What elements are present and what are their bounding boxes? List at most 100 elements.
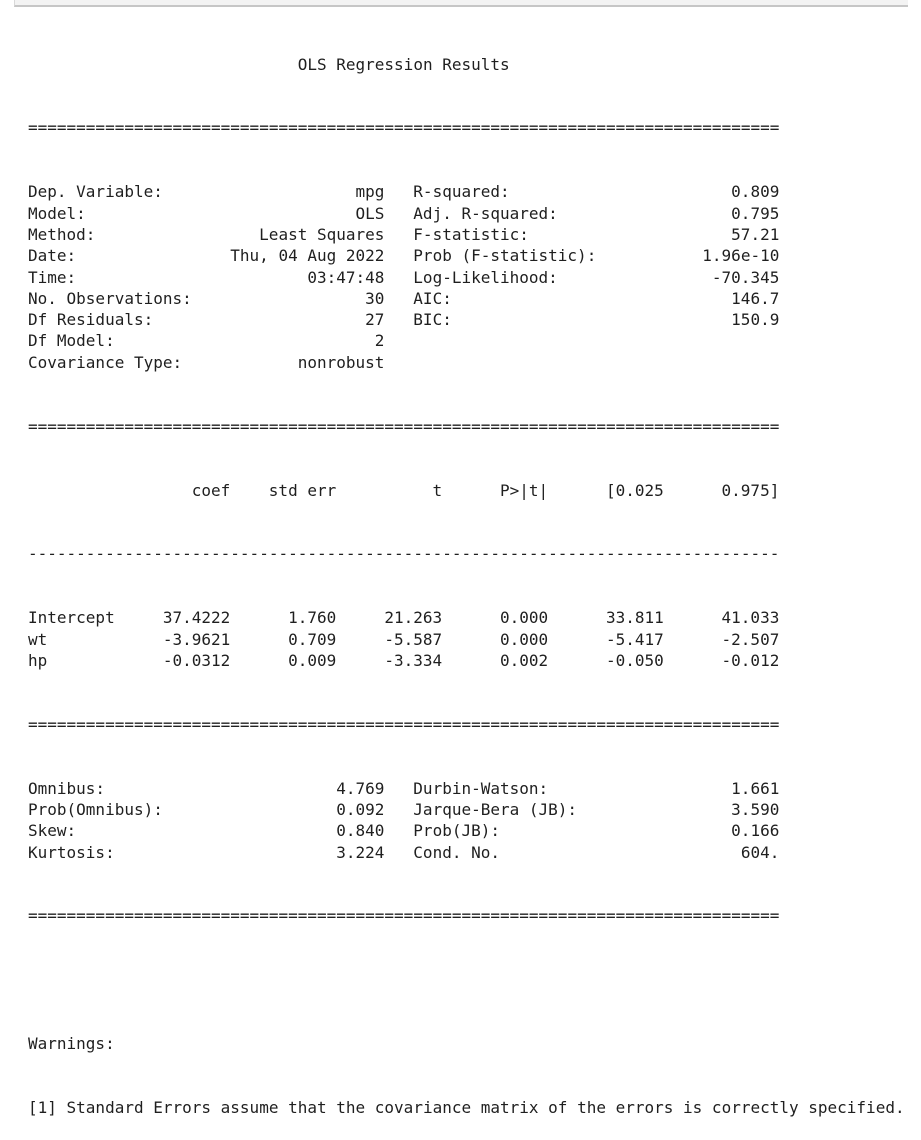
coef-cell: 0.000 [499, 629, 549, 649]
coef-cell: -5.417 [605, 629, 664, 649]
info-right-pair: R-squared: 0.809 [413, 181, 779, 202]
coef-cell: -0.050 [605, 650, 664, 670]
info-right-label: R-squared: [413, 182, 510, 202]
diagnostic-left-label: Omnibus: [28, 778, 106, 798]
info-left-pair: Method: Least Squares [28, 224, 384, 245]
coef-cell: -3.9621 [162, 629, 231, 649]
info-right-pair: Log-Likelihood: -70.345 [413, 267, 779, 288]
column-gap [384, 245, 413, 266]
info-left-label: Method: [28, 224, 96, 244]
info-left-value: OLS [355, 203, 385, 223]
diagnostic-row: Kurtosis: 3.224 Cond. No. 604. [28, 842, 905, 863]
info-row: Dep. Variable: mpg R-squared: 0.809 [28, 181, 905, 202]
column-gap [384, 352, 413, 373]
coef-row-name: hp [28, 650, 48, 670]
column-gap [384, 820, 413, 841]
diagnostic-right-label: Prob(JB): [413, 821, 500, 841]
coef-cell: -5.587 [384, 629, 443, 649]
info-left-value: 03:47:48 [307, 267, 385, 287]
diagnostic-right-pair: Durbin-Watson: 1.661 [413, 778, 779, 799]
coef-cell: 37.4222 [162, 608, 231, 628]
info-right-label: BIC: [413, 310, 452, 330]
coef-cell: 21.263 [384, 608, 443, 628]
info-right-value: 0.809 [731, 182, 780, 202]
info-row: Date: Thu, 04 Aug 2022 Prob (F-statistic):… [28, 245, 905, 266]
coef-row: Intercept 37.4222 1.760 21.263 0.000 33.811 41… [28, 607, 905, 628]
diagnostic-right-value: 1.661 [731, 778, 780, 798]
diagnostic-right-label: Jarque-Bera (JB): [413, 799, 578, 819]
coef-cell: 0.709 [288, 629, 337, 649]
column-gap [384, 288, 413, 309]
diagnostic-left-pair: Kurtosis: 3.224 [28, 842, 384, 863]
coef-cell: 0.009 [288, 650, 337, 670]
coef-table-body: Intercept 37.4222 1.760 21.263 0.000 33.811 41… [28, 607, 905, 671]
coef-header-cell: P>|t| [499, 480, 549, 500]
info-left-label: Dep. Variable: [28, 182, 163, 202]
diagnostic-row: Prob(Omnibus): 0.092 Jarque-Bera (JB): 3.59… [28, 799, 905, 820]
info-left-label: Time: [28, 267, 77, 287]
column-gap [384, 842, 413, 863]
column-gap [384, 224, 413, 245]
scrolled-element-bottom-edge [14, 0, 908, 7]
info-right-value: 57.21 [731, 224, 780, 244]
info-left-pair: Df Model: 2 [28, 330, 384, 351]
info-right-value: 150.9 [731, 310, 780, 330]
info-right-value: 146.7 [731, 288, 780, 308]
info-left-value: Least Squares [259, 224, 385, 244]
info-right-pair: BIC: 150.9 [413, 309, 779, 330]
diagnostic-right-value: 3.590 [731, 799, 780, 819]
coef-cell: 0.000 [499, 608, 549, 628]
warning-line: [1] Standard Errors assume that the cova… [28, 1098, 905, 1118]
diagnostic-right-label: Cond. No. [413, 842, 500, 862]
coef-row: wt -3.9621 0.709 -5.587 0.000 -5.417 -2.507 [28, 629, 905, 650]
info-left-pair: Covariance Type: nonrobust [28, 352, 384, 373]
info-row: Method: Least Squares F-statistic: 57.21 [28, 224, 905, 245]
separator-double: ========================================… [28, 906, 780, 926]
info-left-value: 30 [365, 288, 385, 308]
column-gap [384, 203, 413, 224]
info-left-label: Df Model: [28, 331, 115, 351]
diagnostic-right-label: Durbin-Watson: [413, 778, 549, 798]
info-left-pair: Df Residuals: 27 [28, 309, 384, 330]
info-right-label: AIC: [413, 288, 452, 308]
coef-header-cell: 0.975] [721, 480, 780, 500]
info-left-pair: No. Observations: 30 [28, 288, 384, 309]
diagnostic-left-pair: Skew: 0.840 [28, 820, 384, 841]
info-right-pair [413, 330, 779, 351]
column-gap [384, 799, 413, 820]
info-right-pair: Adj. R-squared: 0.795 [413, 203, 779, 224]
coef-header-cell: t [432, 480, 443, 500]
info-right-value: -70.345 [711, 267, 780, 287]
info-left-label: Model: [28, 203, 86, 223]
diagnostic-right-pair: Cond. No. 604. [413, 842, 779, 863]
info-row: No. Observations: 30 AIC: 146.7 [28, 288, 905, 309]
coef-header-cell: std err [268, 480, 337, 500]
diagnostic-left-pair: Prob(Omnibus): 0.092 [28, 799, 384, 820]
column-gap [384, 181, 413, 202]
warnings-body: [1] Standard Errors assume that the cova… [28, 1097, 905, 1118]
info-right-pair: AIC: 146.7 [413, 288, 779, 309]
coef-cell: -3.334 [384, 650, 443, 670]
diagnostic-right-value: 0.166 [731, 821, 780, 841]
info-left-label: Date: [28, 246, 77, 266]
diagnostic-left-value: 3.224 [336, 842, 385, 862]
report-title: OLS Regression Results [297, 54, 510, 74]
info-left-pair: Time: 03:47:48 [28, 267, 384, 288]
info-row: Time: 03:47:48 Log-Likelihood: -70.345 [28, 267, 905, 288]
info-right-label: Log-Likelihood: [413, 267, 558, 287]
coef-row-name: wt [28, 629, 48, 649]
coef-row-name: Intercept [28, 608, 115, 628]
info-left-label: No. Observations: [28, 288, 192, 308]
coef-row: hp -0.0312 0.009 -3.334 0.002 -0.050 -0.012 [28, 650, 905, 671]
info-row: Model: OLS Adj. R-squared: 0.795 [28, 203, 905, 224]
blank-line [28, 969, 905, 990]
separator-double: ========================================… [28, 118, 780, 138]
info-left-value: mpg [355, 182, 385, 202]
diagnostic-right-pair: Prob(JB): 0.166 [413, 820, 779, 841]
diagnostic-left-pair: Omnibus: 4.769 [28, 778, 384, 799]
diagnostic-left-value: 0.840 [336, 821, 385, 841]
info-right-label: Adj. R-squared: [413, 203, 558, 223]
info-left-value: 2 [374, 331, 385, 351]
diagnostic-right-value: 604. [740, 842, 780, 862]
info-left-pair: Model: OLS [28, 203, 384, 224]
